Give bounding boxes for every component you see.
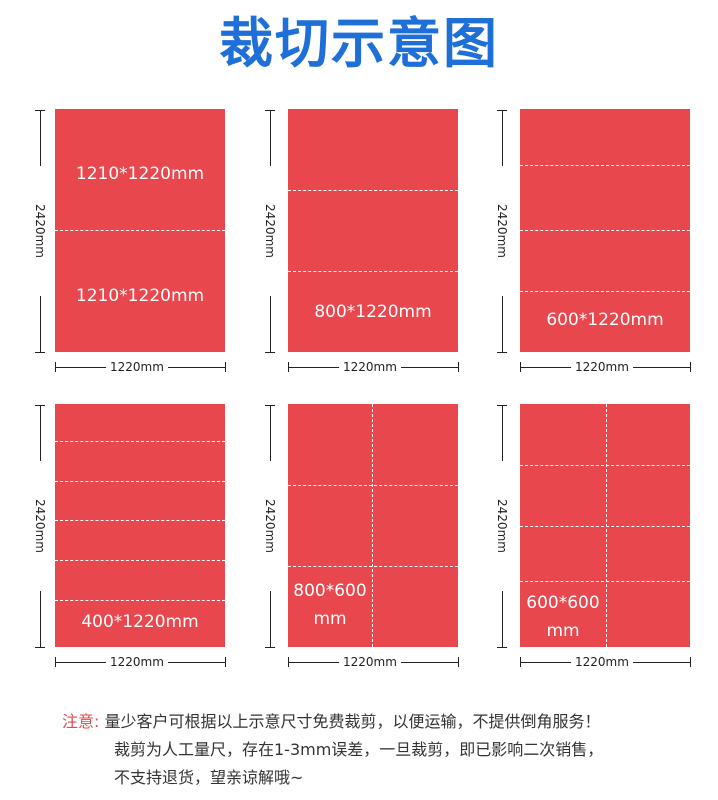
board-sheet: 400*1220mm bbox=[55, 404, 225, 647]
cut-panel-6: 2420mm 600*600 mm 1220mm bbox=[490, 400, 691, 675]
piece-size-label: mm bbox=[546, 621, 580, 641]
height-dimension-label: 2420mm bbox=[494, 461, 510, 591]
piece-size-label: 1210*1220mm bbox=[75, 286, 205, 306]
cut-line bbox=[55, 520, 225, 521]
height-dimension-tick-top bbox=[35, 405, 45, 406]
width-dimension-label: 1220mm bbox=[106, 654, 168, 670]
width-dimension-label: 1220mm bbox=[571, 654, 633, 670]
cut-line bbox=[372, 404, 373, 647]
board-sheet: 1210*1220mm 1210*1220mm bbox=[55, 109, 225, 352]
notice-text: 注意: 量少客户可根据以上示意尺寸免费裁剪，以便运输，不提供倒角服务！ 裁剪为人… bbox=[62, 708, 712, 792]
cut-line bbox=[520, 230, 690, 231]
height-dimension-label: 2420mm bbox=[32, 461, 48, 591]
board-sheet: 800*600 mm bbox=[288, 404, 458, 647]
height-dimension-tick-bottom bbox=[497, 352, 507, 353]
piece-size-label: 1210*1220mm bbox=[75, 164, 205, 184]
board-sheet: 600*600 mm bbox=[520, 404, 690, 647]
cut-line bbox=[55, 600, 225, 601]
height-dimension-tick-bottom bbox=[35, 647, 45, 648]
cut-line bbox=[606, 404, 607, 647]
width-dimension-tick-left bbox=[55, 657, 56, 667]
height-dimension-tick-top bbox=[497, 110, 507, 111]
cut-line bbox=[288, 271, 458, 272]
piece-size-label: 800*600 bbox=[293, 581, 367, 601]
cut-line bbox=[55, 481, 225, 482]
height-dimension-label: 2420mm bbox=[494, 166, 510, 296]
height-dimension-tick-bottom bbox=[265, 352, 275, 353]
cut-line bbox=[55, 441, 225, 442]
width-dimension-tick-left bbox=[520, 362, 521, 372]
width-dimension-label: 1220mm bbox=[571, 359, 633, 375]
height-dimension-tick-top bbox=[35, 110, 45, 111]
cut-line bbox=[288, 566, 458, 567]
cut-line bbox=[55, 560, 225, 561]
height-dimension-tick-top bbox=[265, 110, 275, 111]
cut-line bbox=[55, 230, 225, 231]
width-dimension-tick-right bbox=[458, 657, 459, 667]
page-title: 裁切示意图 bbox=[219, 12, 499, 75]
height-dimension-label: 2420mm bbox=[262, 166, 278, 296]
cut-panel-1: 2420mm 1210*1220mm 1210*1220mm 1220mm bbox=[30, 105, 230, 380]
cut-line bbox=[520, 291, 690, 292]
notice-line-1-text: 量少客户可根据以上示意尺寸免费裁剪，以便运输，不提供倒角服务！ bbox=[104, 712, 601, 731]
width-dimension-tick-right bbox=[225, 657, 226, 667]
width-dimension-label: 1220mm bbox=[339, 654, 401, 670]
cut-panel-2: 2420mm 800*1220mm 1220mm bbox=[258, 105, 459, 380]
piece-size-label: 600*600 bbox=[526, 593, 600, 613]
notice-line-3: 不支持退货，望亲谅解哦~ bbox=[114, 768, 304, 787]
height-dimension-label: 2420mm bbox=[262, 461, 278, 591]
width-dimension-tick-right bbox=[690, 362, 691, 372]
piece-size-label: 800*1220mm bbox=[314, 302, 432, 322]
cut-line bbox=[288, 485, 458, 486]
cut-line bbox=[520, 465, 690, 466]
cut-line bbox=[288, 190, 458, 191]
width-dimension-tick-right bbox=[690, 657, 691, 667]
board-sheet: 800*1220mm bbox=[288, 109, 458, 352]
width-dimension-tick-left bbox=[55, 362, 56, 372]
cut-line bbox=[520, 165, 690, 166]
notice-line-2: 裁剪为人工量尺，存在1-3mm误差，一旦裁剪，即已影响二次销售， bbox=[114, 740, 604, 759]
height-dimension-label: 2420mm bbox=[32, 166, 48, 296]
height-dimension-tick-top bbox=[497, 405, 507, 406]
width-dimension-label: 1220mm bbox=[106, 359, 168, 375]
cut-panel-3: 2420mm 600*1220mm 1220mm bbox=[490, 105, 691, 380]
width-dimension-tick-right bbox=[225, 362, 226, 372]
width-dimension-tick-left bbox=[288, 362, 289, 372]
cut-panel-4: 2420mm 400*1220mm 1220mm bbox=[30, 400, 230, 675]
piece-size-label: 600*1220mm bbox=[546, 310, 664, 330]
cut-line bbox=[520, 581, 690, 582]
board-sheet: 600*1220mm bbox=[520, 109, 690, 352]
width-dimension-tick-right bbox=[458, 362, 459, 372]
cut-panel-5: 2420mm 800*600 mm 1220mm bbox=[258, 400, 459, 675]
height-dimension-tick-bottom bbox=[265, 647, 275, 648]
width-dimension-label: 1220mm bbox=[339, 359, 401, 375]
height-dimension-tick-bottom bbox=[35, 352, 45, 353]
height-dimension-tick-bottom bbox=[497, 647, 507, 648]
piece-size-label: 400*1220mm bbox=[81, 612, 199, 632]
height-dimension-tick-top bbox=[265, 405, 275, 406]
notice-line-1: 注意: 量少客户可根据以上示意尺寸免费裁剪，以便运输，不提供倒角服务！ bbox=[62, 708, 712, 736]
width-dimension-tick-left bbox=[288, 657, 289, 667]
cut-line bbox=[520, 526, 690, 527]
notice-tag: 注意: bbox=[62, 712, 100, 731]
width-dimension-tick-left bbox=[520, 657, 521, 667]
piece-size-label: mm bbox=[313, 609, 347, 629]
